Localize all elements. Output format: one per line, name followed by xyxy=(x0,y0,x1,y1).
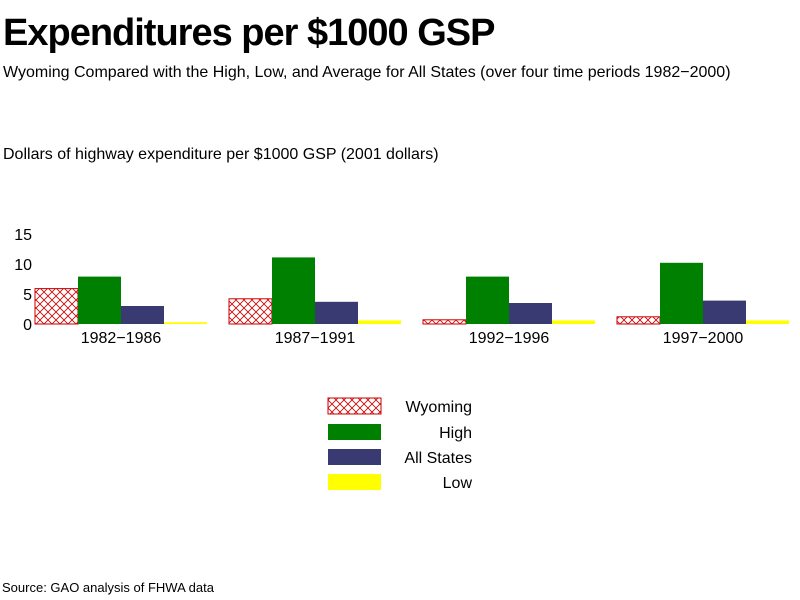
bar-high xyxy=(660,262,703,324)
bar-high xyxy=(466,276,509,324)
legend-label-all-states: All States xyxy=(404,450,472,467)
bar-low xyxy=(358,320,401,324)
bar-wyoming xyxy=(34,288,79,325)
y-tick-label: 5 xyxy=(23,287,32,304)
bar-high xyxy=(78,276,121,324)
legend-label-wyoming: Wyoming xyxy=(405,399,472,416)
bar-wyoming xyxy=(228,298,273,325)
chart-bars xyxy=(34,257,789,325)
bar-all-states xyxy=(121,306,164,324)
chart-legend: Wyoming High All States Low xyxy=(327,397,473,492)
legend-swatch-high xyxy=(328,424,381,440)
bar-low xyxy=(746,320,789,324)
bar-all-states xyxy=(315,301,358,324)
legend-swatch-wyoming xyxy=(327,397,382,415)
x-tick-label: 1992−1996 xyxy=(469,330,550,347)
y-tick-label: 10 xyxy=(14,257,32,274)
bar-all-states xyxy=(509,303,552,324)
x-tick-label: 1987−1991 xyxy=(275,330,356,347)
x-tick-label: 1997−2000 xyxy=(663,330,744,347)
bar-wyoming xyxy=(616,316,661,325)
y-tick-label: 0 xyxy=(23,317,32,334)
bar-high xyxy=(272,257,315,324)
bar-low xyxy=(164,322,207,324)
bar-wyoming xyxy=(422,319,467,325)
source-note: Source: GAO analysis of FHWA data xyxy=(2,580,214,595)
chart-subtitle: Wyoming Compared with the High, Low, and… xyxy=(3,64,731,81)
x-axis-labels: 1982−1986 1987−1991 1992−1996 1997−2000 xyxy=(81,330,744,347)
y-axis-label: Dollars of highway expenditure per $1000… xyxy=(3,146,439,163)
legend-label-low: Low xyxy=(443,475,473,492)
chart-title: Expenditures per $1000 GSP xyxy=(3,12,495,54)
legend-swatch-low xyxy=(328,474,381,490)
bar-low xyxy=(552,320,595,324)
bar-all-states xyxy=(703,300,746,324)
legend-swatch-all-states xyxy=(328,449,381,465)
x-tick-label: 1982−1986 xyxy=(81,330,162,347)
legend-label-high: High xyxy=(439,425,472,442)
y-axis-ticks: 0 5 10 15 xyxy=(14,227,32,334)
y-tick-label: 15 xyxy=(14,227,32,244)
